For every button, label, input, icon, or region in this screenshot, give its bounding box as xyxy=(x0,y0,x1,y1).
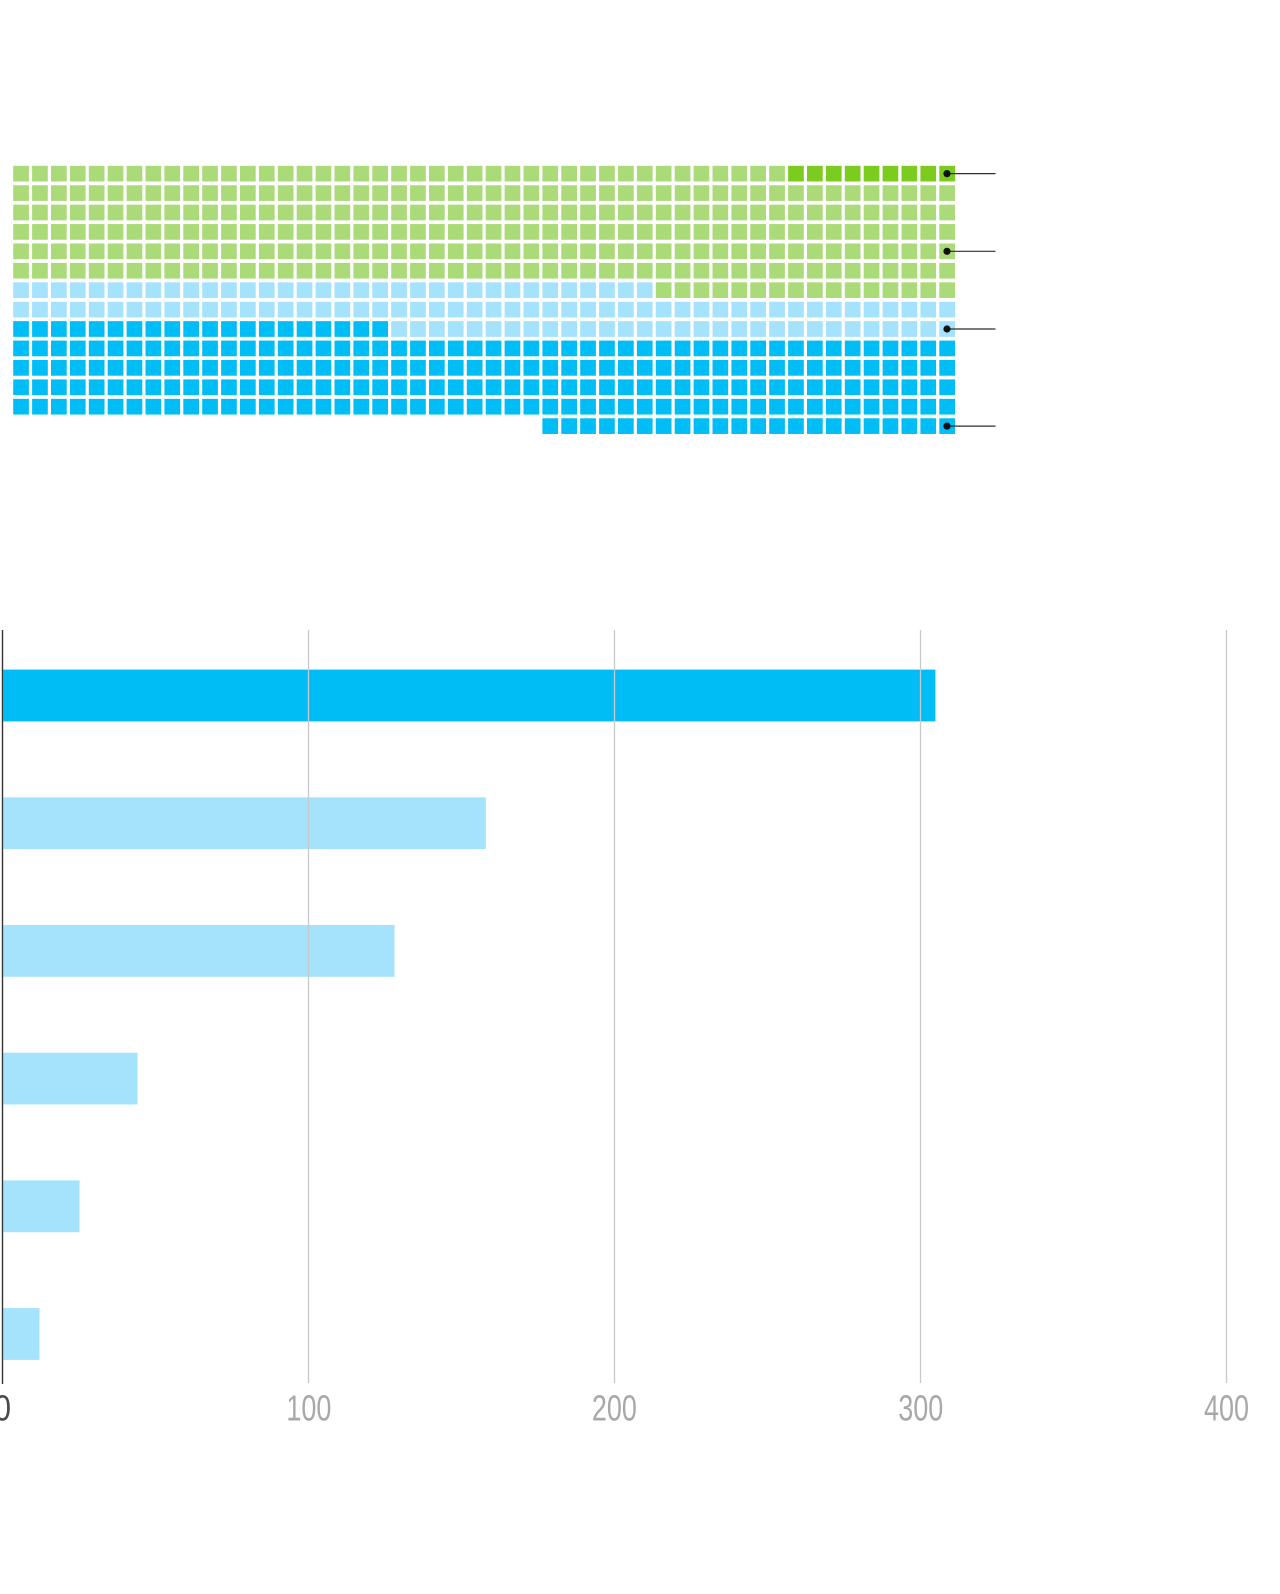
svg-text:300: 300 xyxy=(898,1387,943,1428)
svg-text:100: 100 xyxy=(286,1387,331,1428)
svg-text:400: 400 xyxy=(1204,1387,1249,1428)
svg-text:200: 200 xyxy=(592,1387,637,1428)
svg-text:0: 0 xyxy=(0,1387,11,1428)
